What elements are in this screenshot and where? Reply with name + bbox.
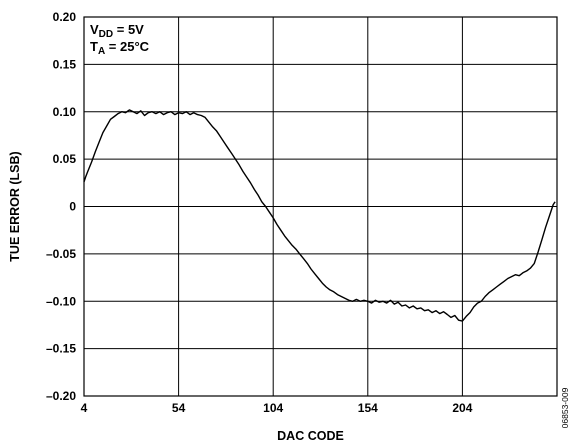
grid-lines	[83, 16, 557, 397]
annotation-vdd-main: V	[90, 22, 99, 37]
x-tick-label: 104	[263, 401, 283, 415]
annotation-vdd-sub: DD	[99, 29, 113, 40]
y-tick-label: –0.10	[46, 294, 76, 308]
annotation-vdd-value: = 5V	[113, 22, 144, 37]
annotation-ta-main: T	[90, 39, 98, 54]
plot-frame	[83, 16, 558, 397]
x-tick-label: 204	[452, 401, 472, 415]
x-tick-label: 4	[81, 401, 88, 415]
y-tick-label: 0.10	[53, 105, 77, 119]
y-axis-title: TUE ERROR (LSB)	[8, 151, 22, 261]
annotation-vdd: VDD = 5V	[90, 22, 144, 40]
annotation-ta: TA = 25°C	[90, 39, 150, 57]
annotation-ta-sub: A	[98, 46, 105, 57]
y-tick-label: –0.05	[46, 247, 76, 261]
x-tick-label: 54	[172, 401, 186, 415]
x-tick-labels: 4 54 104 154 204	[81, 401, 473, 415]
y-tick-label: 0	[69, 200, 76, 214]
y-tick-label: –0.15	[46, 342, 76, 356]
x-axis-title: DAC CODE	[277, 429, 344, 443]
y-tick-label: 0.15	[53, 57, 77, 71]
y-tick-label: –0.20	[46, 389, 76, 403]
y-tick-labels: 0.20 0.15 0.10 0.05 0 –0.05 –0.10 –0.15 –0.20	[46, 10, 76, 403]
series-line-tue-error	[83, 109, 556, 322]
x-tick-label: 154	[358, 401, 378, 415]
annotation-ta-value: = 25°C	[105, 39, 149, 54]
y-tick-label: 0.05	[53, 152, 77, 166]
figure-id: 06853-009	[560, 387, 570, 428]
y-tick-label: 0.20	[53, 10, 77, 24]
